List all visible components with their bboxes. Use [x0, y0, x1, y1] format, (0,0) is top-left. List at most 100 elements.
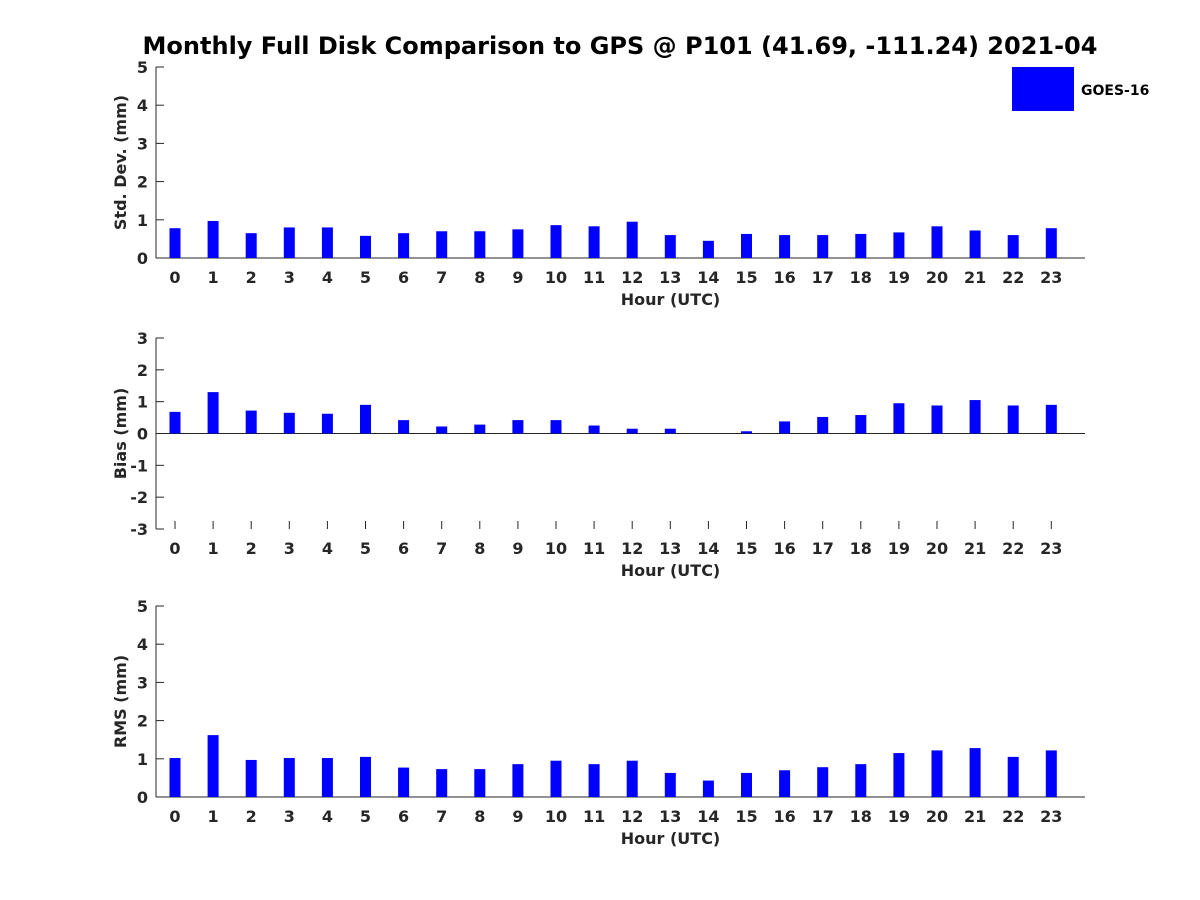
rms-bar-hour-6	[398, 767, 410, 797]
bias-bar-hour-6	[398, 420, 410, 434]
bias-x-tick-label: 14	[697, 539, 719, 558]
rms-bar-hour-15	[741, 772, 752, 797]
std-dev-x-tick-label: 12	[621, 268, 643, 287]
bias-bar-hour-10	[550, 420, 562, 434]
std-dev-bar-hour-21	[969, 230, 981, 258]
std-dev-x-tick-label: 17	[812, 268, 834, 287]
rms-bar-hour-3	[283, 758, 295, 797]
std-dev-x-tick-label: 21	[964, 268, 986, 287]
bias-bar-hour-21	[969, 400, 981, 434]
std-dev-x-tick-label: 18	[850, 268, 872, 287]
std-dev-bar-hour-9	[512, 229, 524, 258]
std-dev-x-tick-label: 5	[360, 268, 371, 287]
rms-bar-hour-9	[512, 764, 524, 797]
rms-bar-hour-17	[817, 767, 829, 797]
std-dev-bar-hour-20	[931, 226, 943, 258]
chart-title: Monthly Full Disk Comparison to GPS @ P1…	[143, 32, 1098, 60]
std-dev-bar-hour-22	[1007, 235, 1019, 258]
bias-bar-hour-12	[626, 428, 638, 434]
std-dev-bar-hour-3	[283, 227, 295, 258]
rms-x-tick-label: 1	[208, 807, 219, 826]
bias-x-tick-label: 22	[1002, 539, 1024, 558]
rms-x-tick-label: 11	[583, 807, 605, 826]
std-dev-bar-hour-5	[360, 235, 371, 258]
std-dev-x-tick-label: 20	[926, 268, 948, 287]
rms-x-tick-label: 14	[697, 807, 719, 826]
std-dev-x-tick-label: 19	[888, 268, 910, 287]
bias-bar-hour-23	[1045, 404, 1057, 434]
bias-bar-hour-19	[893, 403, 905, 434]
rms-x-axis-label: Hour (UTC)	[621, 829, 721, 848]
std-dev-bar-hour-19	[893, 232, 905, 258]
std-dev-y-tick-label: 1	[137, 211, 148, 230]
rms-y-tick-label: 3	[137, 673, 148, 692]
rms-bar-hour-2	[245, 759, 257, 797]
rms-bar-hour-20	[931, 750, 943, 797]
rms-bar-hour-12	[626, 760, 638, 797]
rms-x-tick-label: 7	[436, 807, 447, 826]
bias-bar-hour-18	[855, 415, 867, 434]
std-dev-x-tick-label: 1	[208, 268, 219, 287]
std-dev-bar-hour-11	[588, 226, 600, 258]
std-dev-x-tick-label: 13	[659, 268, 681, 287]
bias-x-tick-label: 15	[735, 539, 757, 558]
std-dev-x-tick-label: 11	[583, 268, 605, 287]
std-dev-bar-hour-1	[207, 220, 219, 258]
bias-x-tick-label: 21	[964, 539, 986, 558]
bias-x-tick-label: 19	[888, 539, 910, 558]
bias-y-tick-label: -2	[130, 488, 148, 507]
rms-x-tick-label: 23	[1040, 807, 1062, 826]
bias-bar-hour-0	[169, 411, 181, 434]
std-dev-bar-hour-10	[550, 225, 562, 258]
bias-bar-hour-22	[1007, 405, 1019, 434]
std-dev-bar-hour-12	[626, 221, 638, 258]
rms-x-tick-label: 10	[545, 807, 567, 826]
bias-x-tick-label: 23	[1040, 539, 1062, 558]
rms-bar-hour-11	[588, 764, 600, 797]
std-dev-x-axis-label: Hour (UTC)	[621, 290, 721, 309]
std-dev-x-tick-label: 8	[474, 268, 485, 287]
bias-bar-hour-11	[588, 425, 600, 434]
std-dev-bar-hour-18	[855, 233, 867, 258]
bias-x-tick-label: 5	[360, 539, 371, 558]
std-dev-x-tick-label: 15	[735, 268, 757, 287]
bias-bar-hour-5	[360, 404, 371, 434]
std-dev-x-tick-label: 16	[773, 268, 795, 287]
rms-bar-hour-7	[436, 769, 448, 797]
std-dev-x-tick-label: 0	[169, 268, 180, 287]
std-dev-bar-hour-14	[702, 240, 714, 258]
rms-bar-hour-23	[1045, 750, 1057, 797]
rms-x-tick-label: 19	[888, 807, 910, 826]
bias-y-tick-label: 3	[137, 329, 148, 348]
rms-y-tick-label: 2	[137, 712, 148, 731]
rms-bar-hour-1	[207, 735, 219, 797]
rms-bar-hour-13	[664, 772, 676, 797]
rms-bar-hour-0	[169, 758, 181, 797]
rms-bar-hour-5	[360, 756, 371, 797]
rms-x-tick-label: 20	[926, 807, 948, 826]
bias-x-tick-label: 20	[926, 539, 948, 558]
bias-bar-hour-20	[931, 405, 943, 434]
bias-y-tick-label: 1	[137, 393, 148, 412]
std-dev-bar-hour-16	[779, 235, 791, 258]
bias-bar-hour-17	[817, 416, 829, 434]
legend-label: GOES-16	[1081, 83, 1149, 99]
bias-x-tick-label: 2	[246, 539, 257, 558]
bias-bar-hour-7	[436, 426, 448, 434]
rms-x-tick-label: 17	[812, 807, 834, 826]
bias-y-tick-label: -3	[130, 520, 148, 539]
std-dev-x-tick-label: 2	[246, 268, 257, 287]
bias-bar-hour-8	[474, 424, 486, 434]
std-dev-bar-hour-7	[436, 231, 448, 258]
std-dev-bar-hour-6	[398, 233, 410, 258]
bias-y-axis-label: Bias (mm)	[111, 388, 130, 480]
std-dev-bar-hour-0	[169, 228, 181, 258]
legend: GOES-16	[1012, 67, 1149, 111]
bias-x-tick-label: 8	[474, 539, 485, 558]
rms-x-tick-label: 22	[1002, 807, 1024, 826]
std-dev-x-tick-label: 3	[284, 268, 295, 287]
rms-x-tick-label: 21	[964, 807, 986, 826]
rms-bar-hour-22	[1007, 756, 1019, 797]
